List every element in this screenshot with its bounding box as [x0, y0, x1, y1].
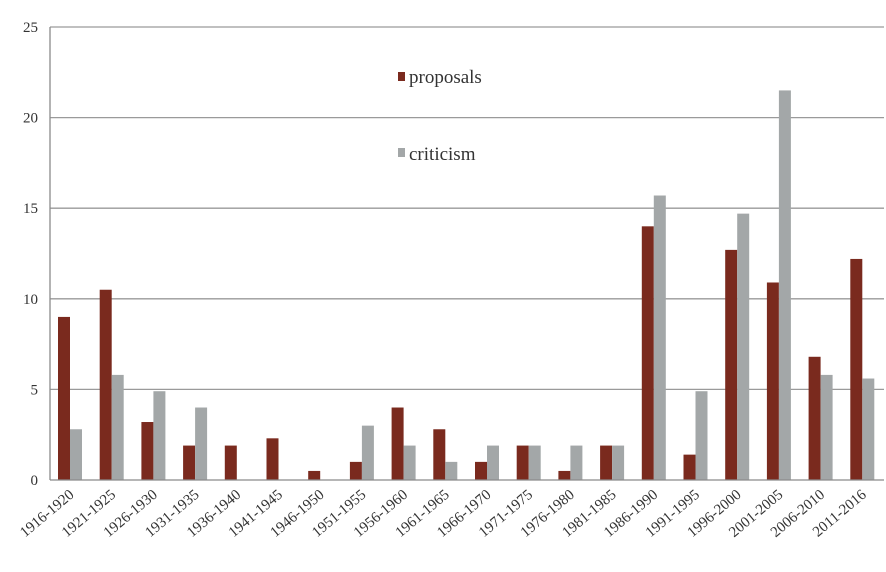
bar-criticism-1971-1975 [528, 445, 541, 480]
bar-criticism-2001-2005 [778, 90, 791, 481]
legend-swatch-proposals [398, 72, 405, 81]
y-tick-label: 0 [31, 473, 39, 489]
bar-proposals-1931-1935 [183, 445, 196, 480]
bar-criticism-1976-1980 [570, 445, 583, 480]
bar-proposals-1991-1995 [683, 454, 696, 480]
bars [58, 90, 875, 481]
bar-criticism-1956-1960 [403, 445, 416, 480]
bar-proposals-1976-1980 [558, 470, 571, 480]
bar-proposals-1981-1985 [600, 445, 613, 480]
bar-proposals-1986-1990 [641, 226, 654, 480]
bar-proposals-1926-1930 [141, 422, 154, 480]
bar-proposals-1916-1920 [58, 316, 70, 480]
bar-criticism-1931-1935 [195, 407, 208, 480]
bar-criticism-1986-1990 [653, 195, 666, 481]
legend-label-proposals: proposals [409, 67, 482, 88]
y-tick-label: 5 [31, 382, 39, 398]
y-tick-label: 20 [23, 111, 38, 127]
bar-criticism-1926-1930 [153, 391, 166, 480]
bar-criticism-1991-1995 [695, 391, 708, 480]
bar-criticism-1961-1965 [445, 461, 458, 480]
bar-proposals-1996-2000 [725, 249, 738, 480]
legend-label-criticism: criticism [409, 144, 476, 165]
bar-proposals-1956-1960 [391, 407, 404, 480]
bar-criticism-1966-1970 [487, 445, 499, 480]
bar-criticism-1981-1985 [612, 445, 625, 480]
legend: proposals criticism [398, 67, 482, 165]
y-tick-label: 10 [23, 292, 38, 308]
bar-proposals-1921-1925 [99, 289, 112, 480]
bar-criticism-2011-2016 [862, 378, 875, 480]
bar-proposals-2006-2010 [808, 356, 821, 480]
y-tick-label: 25 [23, 20, 38, 36]
bar-criticism-1916-1920 [70, 429, 82, 480]
bar-criticism-1951-1955 [361, 425, 374, 480]
bar-proposals-1971-1975 [516, 445, 529, 480]
bar-proposals-1941-1945 [266, 438, 279, 480]
bar-proposals-2001-2005 [766, 282, 779, 480]
bar-criticism-2006-2010 [820, 374, 833, 480]
bar-proposals-1951-1955 [349, 461, 362, 480]
bar-criticism-1996-2000 [737, 213, 750, 481]
bar-criticism-1921-1925 [111, 374, 124, 480]
bar-proposals-2011-2016 [850, 258, 863, 480]
legend-swatch-criticism [398, 148, 405, 157]
bar-proposals-1946-1950 [308, 470, 321, 480]
bar-proposals-1961-1965 [433, 429, 446, 480]
bar-proposals-1936-1940 [224, 445, 237, 480]
bar-proposals-1966-1970 [475, 461, 487, 480]
y-tick-label: 15 [23, 201, 38, 217]
